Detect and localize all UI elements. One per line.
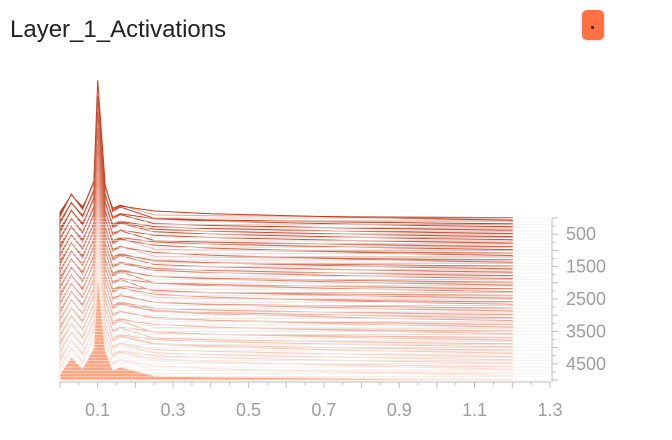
ridge-series — [59, 95, 513, 222]
x-axis: 0.1 0.3 0.5 0.7 0.9 1.1 1.3 — [59, 381, 563, 420]
x-tick-label: 0.7 — [311, 400, 336, 420]
ridge-series-group — [59, 80, 513, 381]
chart-title: Layer_1_Activations — [10, 16, 227, 43]
x-tick-label: 1.3 — [537, 400, 562, 420]
menu-dot-icon — [591, 26, 594, 29]
ridge-series — [59, 111, 513, 219]
x-tick-label: 1.1 — [462, 400, 487, 420]
y-tick-label: 1500 — [566, 257, 606, 277]
y-axis: 500 1500 2500 3500 4500 — [551, 217, 606, 382]
gridlines — [60, 217, 550, 381]
x-tick-label: 0.1 — [85, 400, 110, 420]
y-tick-label: 4500 — [566, 354, 606, 374]
ridge-series — [59, 80, 513, 225]
ridge-series — [59, 273, 513, 381]
y-tick-label: 3500 — [566, 321, 606, 341]
x-tick-label: 0.5 — [236, 400, 261, 420]
y-tick-label: 500 — [566, 224, 596, 244]
x-tick-label: 0.3 — [161, 400, 186, 420]
menu-button[interactable] — [582, 10, 604, 40]
y-tick-label: 2500 — [566, 289, 606, 309]
x-tick-label: 0.9 — [387, 400, 412, 420]
